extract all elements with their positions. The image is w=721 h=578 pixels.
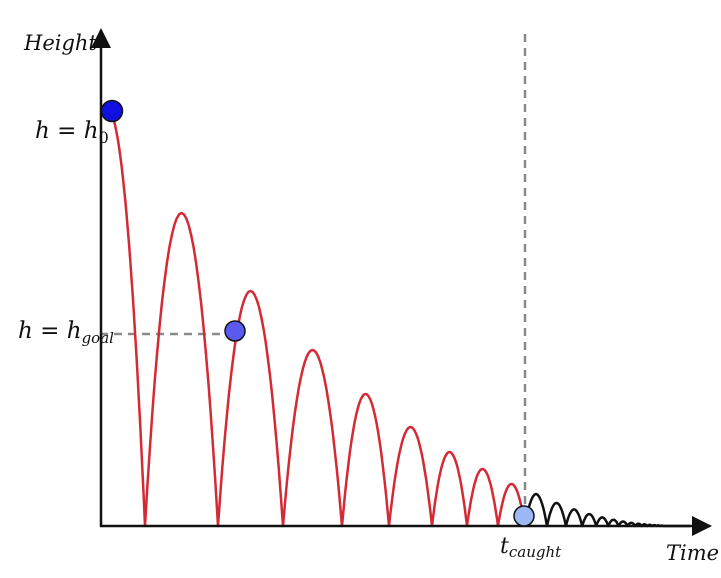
tcaught-label: tcaught [500,534,562,561]
ball-goal-marker [224,320,246,342]
trajectory-after-catch [523,492,690,528]
ball-caught-marker [513,505,535,527]
x-axis-label: Time [666,541,719,565]
hgoal-label: h = hgoal [18,318,114,347]
y-axis-label: Height [23,31,97,55]
trajectory-before-catch [107,108,527,528]
h0-label: h = h0 [35,118,109,147]
ball-start-marker [100,99,124,123]
